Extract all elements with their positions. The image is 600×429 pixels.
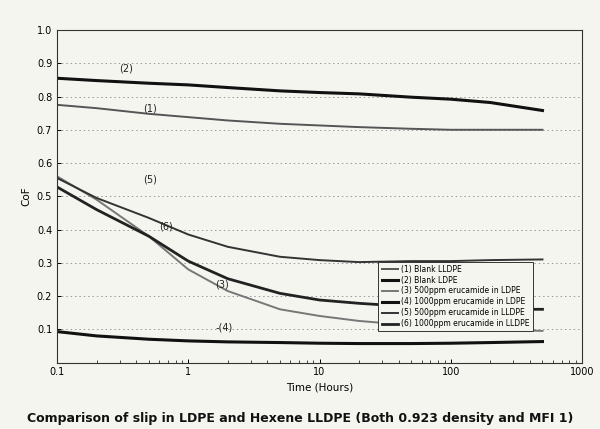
X-axis label: Time (Hours): Time (Hours)	[286, 383, 353, 393]
Text: (5): (5)	[143, 175, 157, 185]
Text: (6): (6)	[159, 221, 173, 232]
Legend: (1) Blank LLDPE, (2) Blank LDPE, (3) 500ppm erucamide in LDPE, (4) 1000ppm eruca: (1) Blank LLDPE, (2) Blank LDPE, (3) 500…	[379, 262, 533, 331]
Text: Comparison of slip in LDPE and Hexene LLDPE (Both 0.923 density and MFI 1): Comparison of slip in LDPE and Hexene LL…	[27, 412, 573, 425]
Text: -(4): -(4)	[215, 323, 232, 333]
Text: (3): (3)	[215, 280, 229, 290]
Text: (1): (1)	[143, 103, 157, 114]
Y-axis label: CoF: CoF	[21, 187, 31, 206]
Text: (2): (2)	[119, 63, 133, 74]
